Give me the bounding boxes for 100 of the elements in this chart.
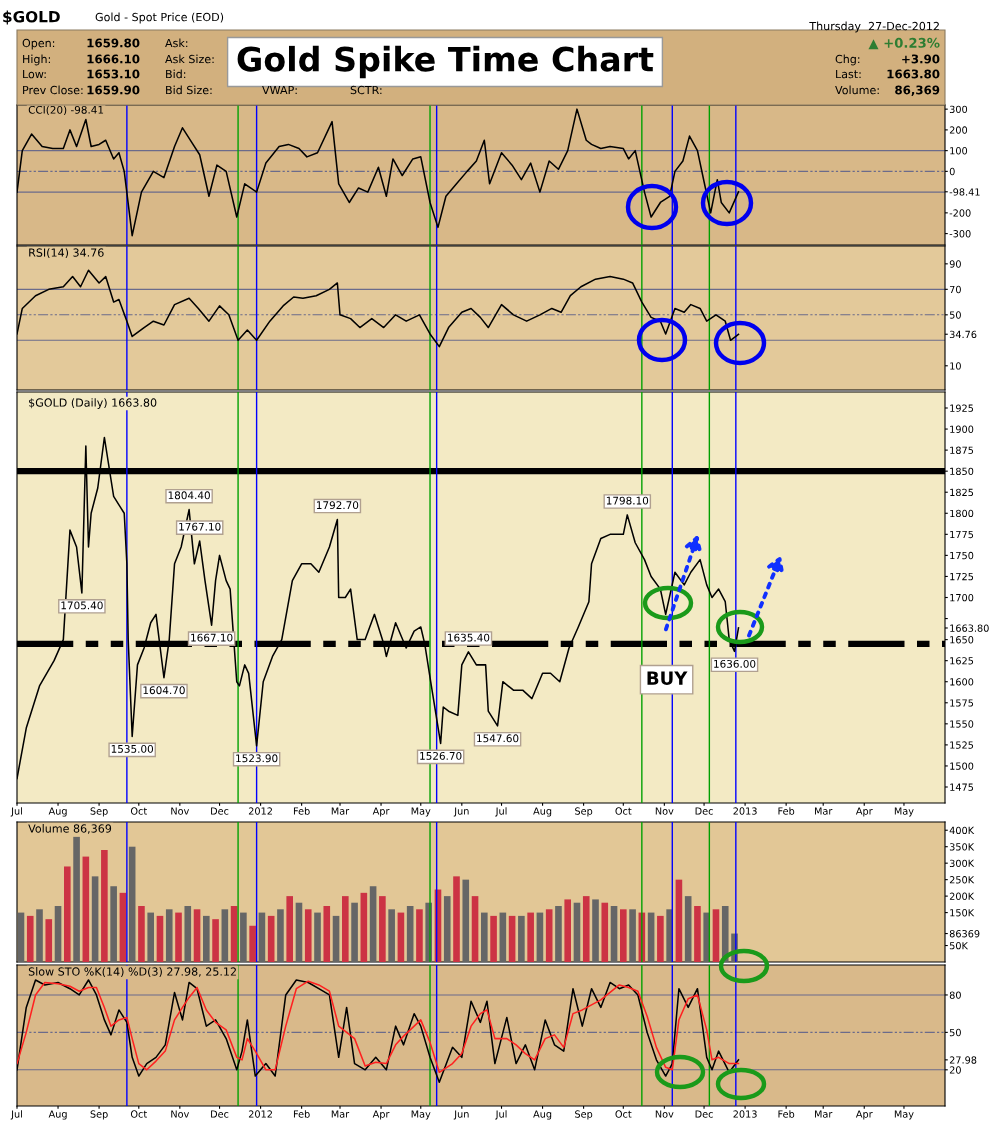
text: Bid Size: — [166, 85, 212, 95]
text: Prev Close: — [23, 85, 83, 95]
text: VWAP: — [262, 85, 297, 95]
x-tick-label: Dec — [695, 1110, 713, 1118]
y-tick-label: 200K — [949, 892, 975, 900]
x-tick-label: Mar — [331, 807, 350, 815]
text: 1659.80 — [87, 38, 140, 48]
annotation: BUY — [647, 671, 688, 685]
x-tick-label: Oct — [615, 1110, 632, 1118]
text: SCTR: — [350, 85, 382, 95]
text: Bid: — [166, 69, 186, 79]
x-tick-label: May — [411, 807, 431, 817]
x-tick-label: Dec — [211, 807, 229, 815]
annotation: 1798.10 — [606, 496, 649, 505]
y-tick-label: 300 — [949, 105, 968, 113]
y-tick-label: 90 — [949, 260, 961, 268]
y-tick-label: 300K — [949, 859, 975, 868]
annotation: 1604.70 — [143, 686, 185, 695]
x-tick-label: 2013 — [733, 1110, 757, 1118]
x-tick-label: Apr — [855, 1110, 873, 1120]
text: +3.90 — [902, 54, 940, 64]
text: Volume: — [835, 85, 879, 95]
y-tick-label: 1925 — [950, 404, 974, 412]
x-tick-label: Oct — [130, 1110, 147, 1118]
y-tick-label: 70 — [949, 285, 961, 294]
x-tick-label: Oct — [130, 807, 147, 815]
y-tick-label: 50 — [949, 311, 961, 319]
y-tick-label: 1500 — [950, 762, 974, 770]
chart-title: Volume 86,369 — [28, 824, 112, 834]
text: Ask: — [165, 38, 188, 48]
y-tick-label: 1775 — [950, 530, 974, 539]
x-tick-label: Jun — [453, 807, 469, 817]
x-tick-label: Aug — [533, 807, 552, 817]
y-tick-label: 1625 — [950, 657, 974, 665]
x-tick-label: Aug — [533, 1110, 552, 1120]
y-tick-label: 1800 — [950, 509, 974, 518]
x-tick-label: Nov — [655, 1110, 674, 1118]
text: $GOLD (Daily) 1663.80 — [29, 398, 157, 409]
x-tick-label: Feb — [293, 807, 310, 815]
x-tick-label: Mar — [814, 1110, 833, 1118]
text: 1663.80 — [887, 69, 940, 79]
y-tick-label: 1663.80 — [950, 624, 989, 632]
x-tick-label: Sep — [90, 1110, 108, 1120]
y-tick-label: 1900 — [950, 425, 974, 433]
y-tick-label: 20 — [949, 1066, 961, 1074]
y-tick-label: 1525 — [950, 741, 974, 749]
y-tick-label: 1875 — [950, 446, 974, 454]
chart-title: Slow STO %K(14) %D(3) 27.98, 25.12 — [28, 967, 236, 978]
x-tick-label: Mar — [331, 1110, 350, 1118]
annotation: 1635.40 — [448, 633, 490, 642]
annotation: 1804.40 — [168, 491, 210, 500]
text: Ask Size: — [165, 54, 214, 64]
x-tick-label: Sep — [575, 807, 593, 817]
y-tick-label: 50 — [949, 1028, 961, 1037]
x-tick-label: Nov — [171, 807, 190, 815]
x-tick-label: Mar — [814, 807, 833, 815]
x-tick-label: Nov — [171, 1110, 190, 1118]
y-tick-label: 80 — [949, 991, 961, 999]
x-tick-label: Jul — [10, 1110, 22, 1120]
y-tick-label: 1825 — [950, 488, 974, 497]
y-tick-label: 0 — [949, 167, 955, 176]
y-tick-label: 350K — [949, 843, 975, 851]
x-tick-label: Aug — [48, 1110, 67, 1120]
x-tick-label: Jul — [495, 1110, 507, 1120]
x-tick-label: May — [894, 1110, 914, 1120]
y-tick-label: 1725 — [950, 572, 974, 581]
text: Gold - Spot Price (EOD) — [95, 12, 224, 24]
text: $GOLD — [3, 10, 60, 25]
text: High: — [23, 54, 50, 66]
y-tick-label: 100 — [950, 147, 968, 155]
x-tick-label: Nov — [655, 807, 674, 815]
x-tick-label: Feb — [778, 807, 795, 815]
x-tick-label: Sep — [90, 807, 108, 817]
x-tick-label: 2013 — [733, 807, 757, 815]
annotation: 1523.90 — [236, 754, 278, 763]
y-tick-label: 86369 — [949, 930, 980, 938]
annotation: 1705.40 — [61, 601, 103, 610]
y-tick-label: -98.41 — [949, 188, 980, 196]
text: 1666.10 — [87, 54, 140, 64]
text: 1659.90 — [87, 85, 140, 95]
text: Chg: — [835, 54, 860, 66]
y-tick-label: 1575 — [950, 699, 974, 707]
y-tick-label: 150K — [950, 909, 975, 917]
text: Low: — [23, 69, 46, 79]
text: Thursday 27-Dec-2012 — [809, 21, 939, 33]
x-tick-label: Oct — [615, 807, 632, 815]
y-tick-label: 250K — [949, 876, 975, 884]
chart-title: Gold Spike Time Chart — [237, 45, 654, 79]
y-tick-label: -300 — [949, 230, 971, 238]
chart-subtitle: CCI(20) -98.41 — [28, 105, 104, 115]
x-tick-label: 2012 — [248, 1110, 272, 1118]
annotation: 1547.60 — [477, 734, 519, 743]
x-tick-label: Sep — [575, 1110, 593, 1120]
y-tick-label: 1700 — [950, 593, 974, 602]
y-tick-label: 34.76 — [949, 330, 977, 339]
x-tick-label: May — [894, 807, 914, 817]
x-tick-label: Jun — [453, 1110, 469, 1120]
x-tick-label: Aug — [48, 807, 67, 817]
x-tick-label: May — [411, 1110, 431, 1120]
annotation: 1526.70 — [420, 751, 462, 760]
